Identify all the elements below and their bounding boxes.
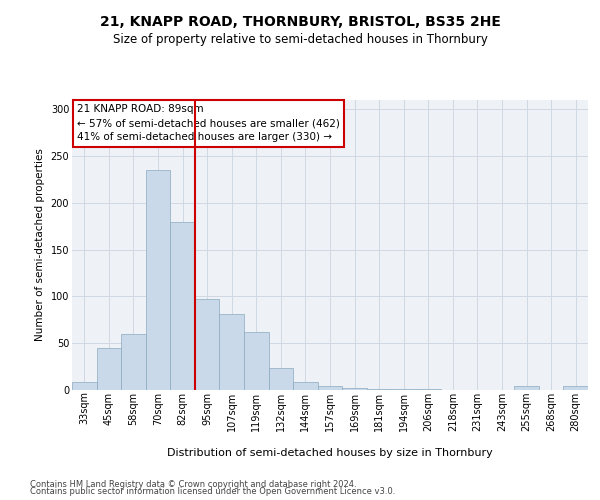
Bar (416, 389, 440, 390)
Bar (342, 388, 367, 390)
Y-axis label: Number of semi-detached properties: Number of semi-detached properties (35, 148, 45, 342)
Bar (563, 386, 588, 390)
Bar (293, 382, 318, 390)
Bar (220, 314, 244, 390)
Text: Size of property relative to semi-detached houses in Thornbury: Size of property relative to semi-detach… (113, 32, 487, 46)
Bar (391, 389, 416, 390)
Bar (170, 222, 195, 390)
Bar (244, 332, 269, 390)
Text: Contains public sector information licensed under the Open Government Licence v3: Contains public sector information licen… (30, 488, 395, 496)
Bar (195, 300, 220, 390)
Text: 21 KNAPP ROAD: 89sqm
← 57% of semi-detached houses are smaller (462)
41% of semi: 21 KNAPP ROAD: 89sqm ← 57% of semi-detac… (77, 104, 340, 142)
Text: Distribution of semi-detached houses by size in Thornbury: Distribution of semi-detached houses by … (167, 448, 493, 458)
Text: 21, KNAPP ROAD, THORNBURY, BRISTOL, BS35 2HE: 21, KNAPP ROAD, THORNBURY, BRISTOL, BS35… (100, 15, 500, 29)
Bar (121, 334, 146, 390)
Bar (514, 386, 539, 390)
Bar (97, 348, 121, 390)
Text: Contains HM Land Registry data © Crown copyright and database right 2024.: Contains HM Land Registry data © Crown c… (30, 480, 356, 489)
Bar (269, 368, 293, 390)
Bar (367, 389, 391, 390)
Bar (318, 386, 342, 390)
Bar (72, 382, 97, 390)
Bar (146, 170, 170, 390)
